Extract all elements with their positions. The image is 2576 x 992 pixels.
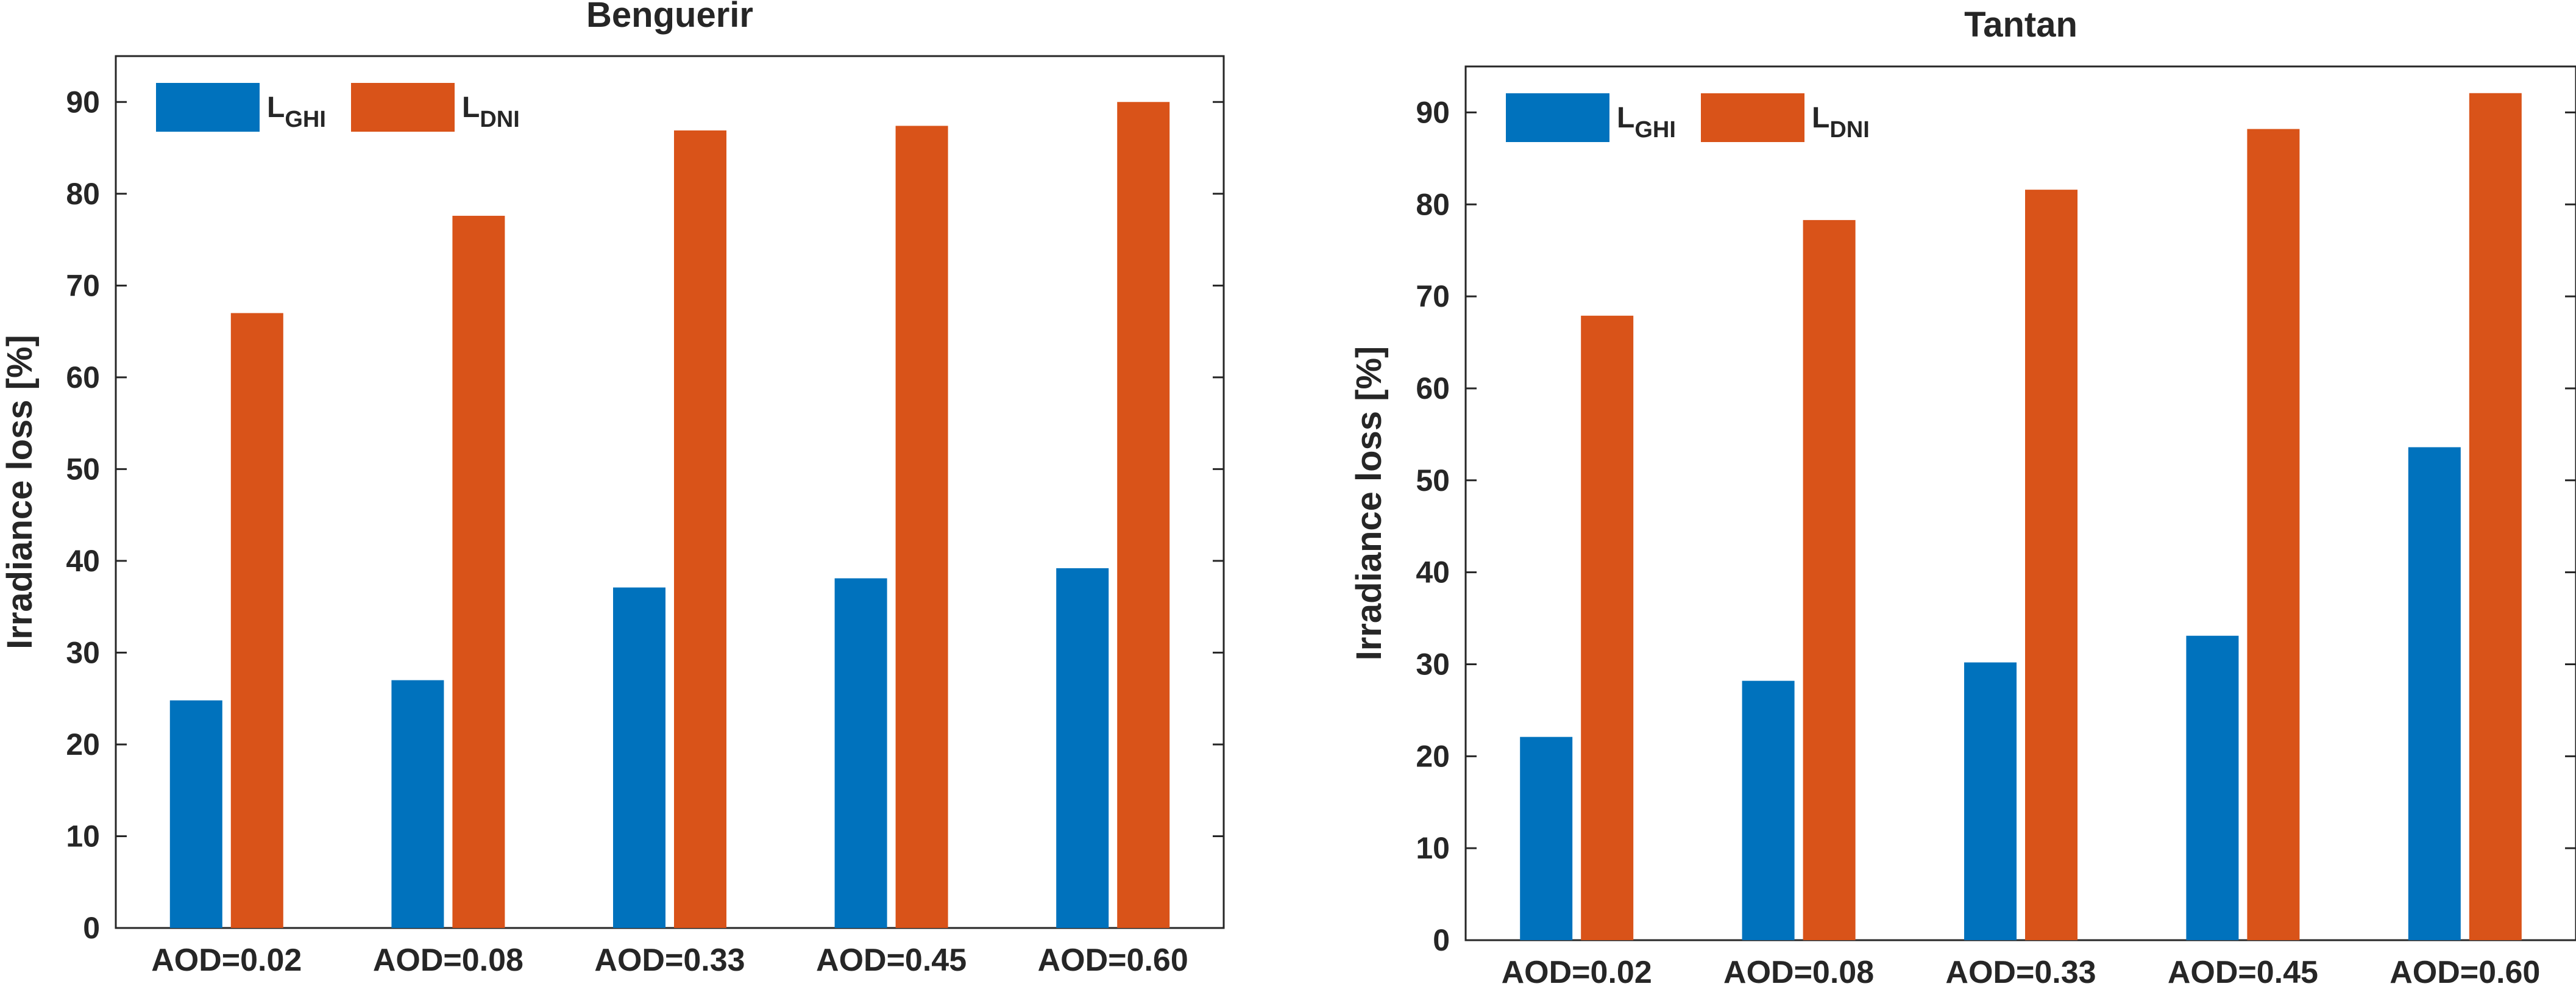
y-tick-label: 10: [1416, 831, 1450, 865]
y-tick-label: 0: [83, 911, 100, 945]
bar-ghi: [613, 587, 665, 928]
y-tick-label: 70: [66, 268, 100, 302]
legend-swatch-dni: [1701, 93, 1804, 142]
bar-ghi: [391, 680, 444, 928]
legend-swatch-ghi: [156, 83, 260, 132]
y-tick-label: 90: [1416, 95, 1450, 129]
legend-swatch-ghi: [1506, 93, 1609, 142]
bar-dni: [2469, 93, 2522, 940]
y-tick-label: 40: [1416, 555, 1450, 590]
plot-area: [115, 55, 1225, 929]
x-tick-label: AOD=0.60: [2390, 955, 2540, 990]
x-tick-label: AOD=0.45: [816, 943, 967, 978]
legend-swatch-dni: [351, 83, 455, 132]
bar-ghi: [1056, 568, 1109, 928]
y-tick-label: 60: [1416, 371, 1450, 405]
x-tick-label: AOD=0.02: [1502, 955, 1652, 990]
y-tick-label: 20: [1416, 739, 1450, 773]
y-tick-label: 30: [66, 635, 100, 669]
bar-dni: [895, 126, 948, 928]
bar-ghi: [1742, 680, 1795, 940]
bar-dni: [2247, 129, 2300, 940]
legend-label-ghi: LGHI: [267, 91, 326, 132]
x-tick-label: AOD=0.60: [1038, 943, 1188, 978]
chart-panel-2: Tantan 0 10 20 30 40 50 60 70 80 90 Irradiance loss…: [1349, 5, 2576, 990]
bar-ghi: [2186, 635, 2239, 940]
bar-dni: [2025, 190, 2077, 940]
x-tick-label: AOD=0.08: [1723, 955, 1874, 990]
x-tick-label: AOD=0.33: [1945, 955, 2096, 990]
y-tick-label: 70: [1416, 279, 1450, 313]
bar-ghi: [1520, 737, 1573, 940]
bar-ghi: [169, 700, 222, 928]
y-tick-label: 10: [66, 819, 100, 853]
x-tick-label: AOD=0.45: [2168, 955, 2318, 990]
y-tick-label: 80: [66, 177, 100, 211]
bar-dni: [1117, 102, 1170, 928]
bar-ghi: [834, 578, 887, 928]
y-axis-label: Irradiance loss [%]: [0, 335, 40, 649]
bar-dni: [230, 313, 283, 928]
bar-dni: [1803, 219, 1856, 941]
bar-dni: [1581, 315, 1634, 940]
x-tick-label: AOD=0.33: [594, 943, 745, 978]
legend-label-dni: LDNI: [462, 91, 520, 132]
y-tick-label: 90: [66, 85, 100, 119]
y-tick-label: 50: [66, 452, 100, 486]
y-tick-label: 80: [1416, 187, 1450, 221]
chart-title: Benguerir: [586, 0, 753, 35]
x-tick-label: AOD=0.08: [373, 943, 523, 978]
y-tick-label: 60: [66, 360, 100, 394]
y-tick-label: 20: [66, 727, 100, 762]
chart-title: Tantan: [1964, 5, 2077, 45]
plot-area: [1464, 65, 2576, 941]
y-tick-label: 0: [1433, 923, 1450, 957]
x-tick-label: AOD=0.02: [151, 943, 302, 978]
y-tick-label: 50: [1416, 463, 1450, 498]
chart-panel-1: Benguerir 0 10 20 30 40 50 60 70 80 90 Irradiance l…: [0, 0, 1225, 978]
y-axis-label: Irradiance loss [%]: [1349, 346, 1389, 661]
legend-label-dni: LDNI: [1812, 102, 1870, 143]
legend-label-ghi: LGHI: [1617, 102, 1676, 143]
bar-ghi: [1964, 662, 2017, 940]
y-tick-label: 30: [1416, 647, 1450, 681]
bar-ghi: [2408, 447, 2461, 940]
y-tick-label: 40: [66, 544, 100, 578]
bar-dni: [452, 215, 505, 929]
bar-dni: [674, 130, 726, 929]
